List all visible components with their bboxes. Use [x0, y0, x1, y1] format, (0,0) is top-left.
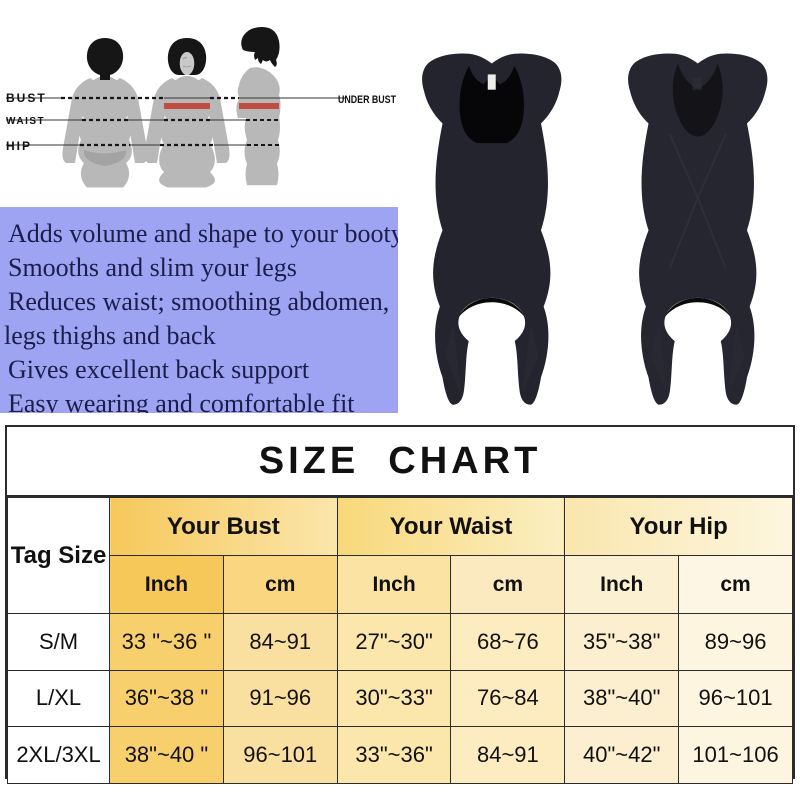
svg-text:UNDER BUST: UNDER BUST [338, 94, 396, 106]
svg-text:WAIST: WAIST [6, 116, 45, 127]
svg-text:HIP: HIP [6, 139, 32, 153]
svg-text:BUST: BUST [6, 91, 47, 105]
